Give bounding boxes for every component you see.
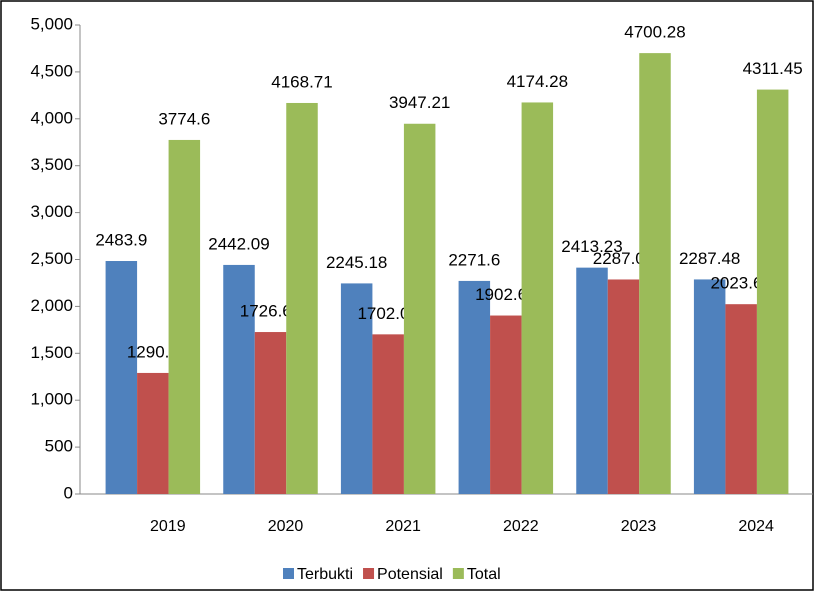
bar [458, 280, 491, 494]
y-tick-label: 0 [64, 483, 73, 502]
legend-swatch [283, 568, 294, 579]
y-tick-label: 2,000 [30, 296, 73, 315]
data-label: 2442.09 [208, 234, 269, 253]
y-tick-label: 2,500 [30, 249, 73, 268]
legend-label: Terbukti [297, 566, 353, 583]
bar [403, 123, 436, 494]
bar [223, 264, 255, 494]
data-label: 3774.6 [158, 109, 210, 128]
bar [693, 279, 726, 494]
data-label: 4174.28 [507, 72, 568, 91]
data-label: 2023.61 [710, 274, 771, 293]
bar [576, 267, 608, 494]
data-label: 2245.18 [326, 253, 387, 272]
y-tick-label: 1,500 [30, 343, 73, 362]
bar [168, 139, 201, 495]
data-label: 2413.23 [561, 237, 622, 256]
y-tick-label: 1,000 [30, 390, 73, 409]
data-label: 1702.03 [357, 304, 418, 323]
data-label: 1290.6 [127, 342, 179, 361]
x-tick-label: 2024 [738, 518, 774, 535]
bar [286, 102, 318, 494]
data-label: 2483.9 [95, 230, 147, 249]
bar [521, 102, 554, 494]
x-tick-label: 2023 [621, 518, 657, 535]
bar [254, 332, 287, 494]
bar [639, 53, 671, 494]
x-tick-label: 2019 [150, 518, 186, 535]
data-label: 4700.28 [624, 23, 685, 42]
bar [105, 261, 138, 494]
x-tick-label: 2020 [268, 518, 304, 535]
y-tick-label: 3,500 [30, 155, 73, 174]
y-tick-label: 4,000 [30, 108, 73, 127]
y-tick-label: 500 [45, 437, 73, 456]
data-label: 4311.45 [743, 59, 803, 78]
bar [756, 89, 789, 494]
data-label: 4168.71 [271, 72, 332, 91]
data-label: 1902.68 [475, 285, 536, 304]
data-label: 2287.48 [679, 249, 740, 268]
y-tick-label: 5,000 [30, 14, 73, 33]
bar [725, 304, 757, 494]
y-tick-label: 3,000 [30, 202, 73, 221]
data-label: 2287.06 [593, 249, 654, 268]
bar [340, 283, 373, 494]
legend-swatch [452, 568, 464, 579]
data-label: 3947.21 [389, 93, 450, 112]
bar [137, 372, 169, 494]
legend-swatch [363, 568, 375, 579]
data-label: 1726.62 [240, 302, 301, 321]
data-label: 2271.6 [448, 250, 500, 269]
x-tick-label: 2021 [385, 518, 421, 535]
y-tick-label: 4,500 [30, 61, 73, 80]
legend-label: Potensial [377, 566, 443, 583]
bar [372, 334, 404, 494]
x-tick-label: 2022 [503, 518, 539, 535]
bar [490, 315, 522, 494]
bar [607, 279, 640, 494]
legend-label: Total [467, 566, 501, 583]
